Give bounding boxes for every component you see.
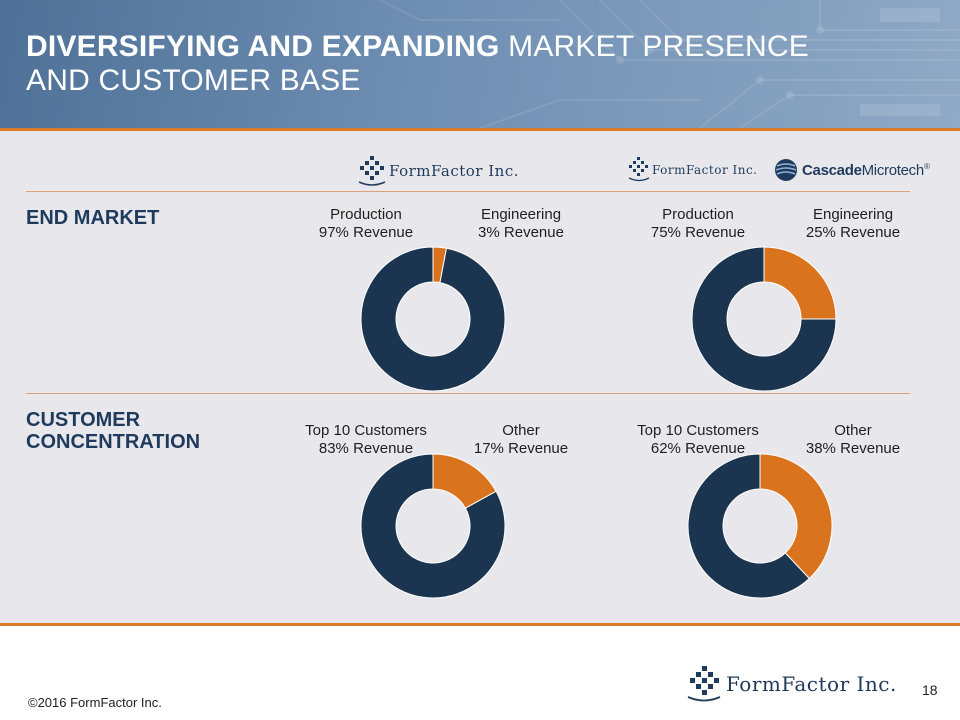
cascade-microtech-logo: CascadeMicrotech® (774, 156, 930, 184)
donut-slice-top-10-customers (360, 453, 506, 599)
chart1-label-right-value: 3% Revenue (478, 224, 564, 241)
row-label-end-market: END MARKET (26, 207, 160, 229)
cascade-logo-reg: ® (923, 161, 930, 171)
chart3-label-right: Other 17% Revenue (446, 422, 596, 458)
chart3-label-left-value: 83% Revenue (318, 440, 414, 457)
donut-chart-customers-formfactor (360, 453, 506, 599)
circuit-board-background (379, 0, 960, 128)
chart2-label-right: Engineering 25% Revenue (778, 206, 928, 242)
chart4-label-right: Other 38% Revenue (778, 422, 928, 458)
divider-top (26, 191, 910, 192)
chart1-label-left-value: 97% Revenue (318, 224, 414, 241)
divider-middle (26, 393, 910, 394)
formfactor-logo-small: FormFactor Inc. (628, 156, 758, 184)
formfactor-logo-text-small: FormFactor Inc. (652, 163, 758, 177)
donut-slice-production (360, 246, 506, 392)
chart4-label-right-value: 38% Revenue (805, 440, 901, 457)
formfactor-logo-mark (358, 156, 386, 186)
chart2-label-left-value: 75% Revenue (650, 224, 746, 241)
title-bold: DIVERSIFYING AND EXPANDING (26, 30, 500, 63)
cascade-globe-icon (775, 159, 797, 181)
cascade-logo-text: CascadeMicrotech® (802, 162, 930, 179)
header-rule (0, 128, 960, 131)
row-label-customer-line1: CUSTOMER (26, 409, 141, 431)
copyright-notice: ©2016 FormFactor Inc. (28, 695, 162, 710)
title-rest: MARKET PRESENCE (499, 30, 809, 63)
chart4-label-left-name: Top 10 Customers (637, 422, 759, 439)
chart1-label-right: Engineering 3% Revenue (446, 206, 596, 242)
cascade-logo-bold: Cascade (802, 161, 862, 179)
donut-chart-customers-combined (687, 453, 833, 599)
chart2-label-left-name: Production (662, 206, 734, 223)
donut-slice-top-10-customers (687, 453, 810, 599)
formfactor-logo-text: FormFactor Inc. (389, 162, 519, 180)
footer-formfactor-logo-mark (687, 666, 721, 702)
donut-chart-end-market-combined (691, 246, 837, 392)
chart1-label-left: Production 97% Revenue (291, 206, 441, 242)
footer-formfactor-logo: FormFactor Inc. (686, 664, 897, 704)
title-line2: AND CUSTOMER BASE (26, 64, 361, 97)
chart2-label-right-value: 25% Revenue (805, 224, 901, 241)
donut-slice-production (691, 246, 837, 392)
chart2-label-right-name: Engineering (812, 206, 894, 223)
page-title: DIVERSIFYING AND EXPANDING MARKET PRESEN… (26, 30, 809, 98)
header-banner: DIVERSIFYING AND EXPANDING MARKET PRESEN… (0, 0, 960, 128)
chart4-label-left-value: 62% Revenue (650, 440, 746, 457)
chart1-label-left-name: Production (330, 206, 402, 223)
chart4-label-right-name: Other (834, 422, 872, 439)
chart3-label-left: Top 10 Customers 83% Revenue (291, 422, 441, 458)
footer-formfactor-logo-text: FormFactor Inc. (726, 672, 897, 696)
chart4-label-left: Top 10 Customers 62% Revenue (623, 422, 773, 458)
chart2-label-left: Production 75% Revenue (623, 206, 773, 242)
cascade-logo-thin: Microtech (861, 161, 925, 179)
donut-chart-end-market-formfactor (360, 246, 506, 392)
bottom-rule (0, 623, 960, 626)
row-label-customer-line2: CONCENTRATION (26, 431, 201, 453)
formfactor-logo-mark-small (628, 157, 650, 182)
chart3-label-left-name: Top 10 Customers (305, 422, 427, 439)
page-number: 18 (922, 682, 938, 698)
donut-slice-other (759, 453, 833, 580)
row-label-customer-concentration: CUSTOMER CONCENTRATION (26, 409, 200, 453)
donut-slice-engineering (763, 246, 837, 320)
chart1-label-right-name: Engineering (480, 206, 562, 223)
chart3-label-right-name: Other (502, 422, 540, 439)
chart3-label-right-value: 17% Revenue (473, 440, 569, 457)
formfactor-logo: FormFactor Inc. (357, 154, 519, 188)
